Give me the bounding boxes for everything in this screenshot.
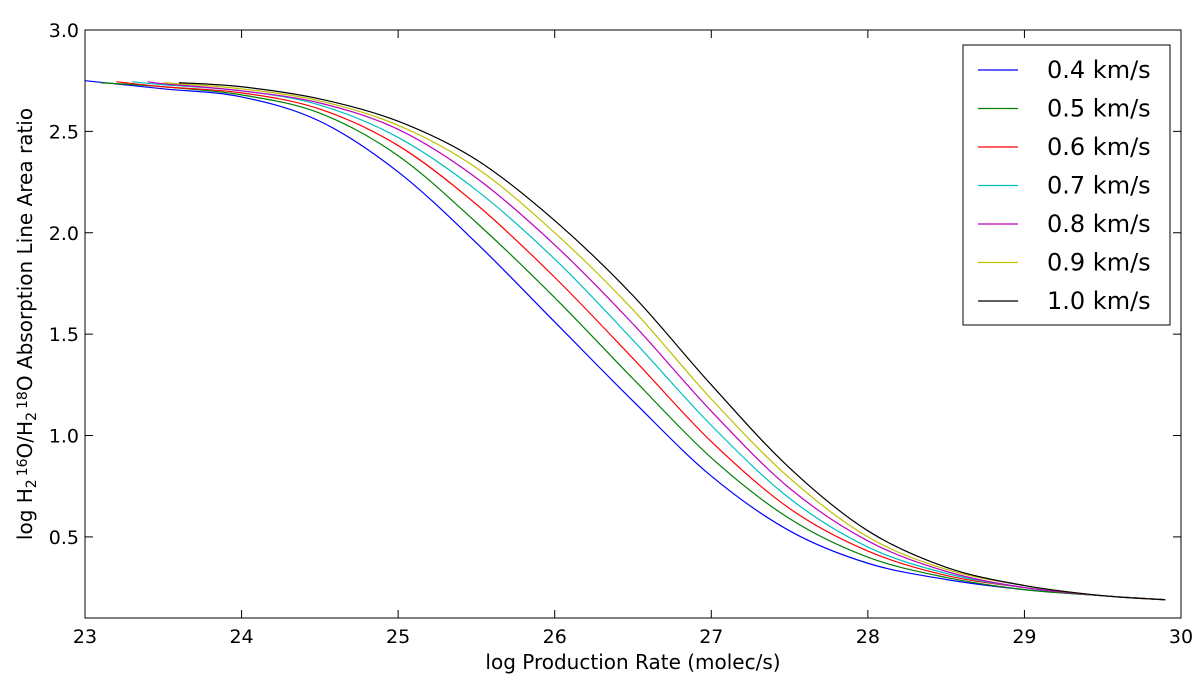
- x-tick-label: 27: [699, 626, 723, 648]
- series-line-6: [178, 82, 1166, 601]
- y-axis-ticks: 0.5 1.0 1.5 2.0 2.5 3.0: [49, 20, 1181, 549]
- y-axis-label-part: O Absorption Line Area ratio: [13, 108, 37, 391]
- series-line-2: [116, 81, 1166, 601]
- y-axis-label-part: 2: [24, 479, 40, 488]
- y-tick-label: 0.5: [49, 527, 79, 549]
- x-axis-ticks: 23 24 25 26 27 28 29 30: [73, 30, 1193, 648]
- x-tick-label: 23: [73, 626, 97, 648]
- legend-label: 1.0 km/s: [1047, 287, 1151, 315]
- x-axis-label: log Production Rate (molec/s): [485, 650, 780, 674]
- y-axis-label-part: log H: [13, 488, 37, 540]
- legend-label: 0.5 km/s: [1047, 95, 1151, 123]
- series-lines: [84, 80, 1166, 601]
- legend-label: 0.6 km/s: [1047, 133, 1151, 161]
- x-tick-label: 28: [856, 626, 880, 648]
- y-tick-label: 1.5: [49, 324, 79, 346]
- legend: 0.4 km/s 0.5 km/s 0.6 km/s 0.7 km/s 0.8 km/s…: [962, 44, 1171, 326]
- y-axis-label: log H216O/H218O Absorption Line Area rat…: [13, 108, 40, 540]
- x-tick-label: 30: [1169, 626, 1193, 648]
- y-axis-label-part: 2: [24, 412, 40, 421]
- y-axis-label-part: 18: [15, 391, 31, 409]
- x-tick-label: 29: [1012, 626, 1036, 648]
- series-line-0: [84, 80, 1166, 601]
- y-tick-label: 2.0: [49, 223, 79, 245]
- y-axis-label-part: 16: [15, 458, 31, 476]
- series-line-1: [100, 82, 1166, 601]
- series-line-5: [163, 82, 1166, 601]
- legend-label: 0.7 km/s: [1047, 172, 1151, 200]
- y-tick-label: 3.0: [49, 20, 79, 42]
- legend-label: 0.4 km/s: [1047, 56, 1151, 84]
- series-line-3: [131, 81, 1166, 601]
- legend-label: 0.8 km/s: [1047, 210, 1151, 238]
- y-tick-label: 2.5: [49, 121, 79, 143]
- x-tick-label: 25: [386, 626, 410, 648]
- legend-label: 0.9 km/s: [1047, 249, 1151, 277]
- x-tick-label: 24: [229, 626, 253, 648]
- y-tick-label: 1.0: [49, 426, 79, 448]
- x-tick-label: 26: [543, 626, 567, 648]
- series-line-4: [147, 81, 1166, 601]
- y-axis-label-part: O/H: [13, 421, 37, 459]
